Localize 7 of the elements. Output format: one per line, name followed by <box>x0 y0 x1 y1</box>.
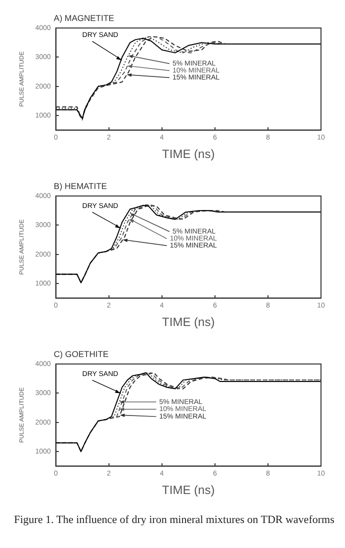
x-axis-title: TIME (ns) <box>162 315 215 330</box>
caption: Figure 1. The influence of dry iron mineral mixtures on TDR waveforms <box>14 514 336 526</box>
x-axis-title: TIME (ns) <box>162 147 215 162</box>
chart-title: B) HEMATITE <box>54 181 108 192</box>
chart-title: A) MAGNETITE <box>54 13 115 24</box>
x-axis-title: TIME (ns) <box>162 483 215 498</box>
chart-title: C) GOETHITE <box>54 349 109 360</box>
